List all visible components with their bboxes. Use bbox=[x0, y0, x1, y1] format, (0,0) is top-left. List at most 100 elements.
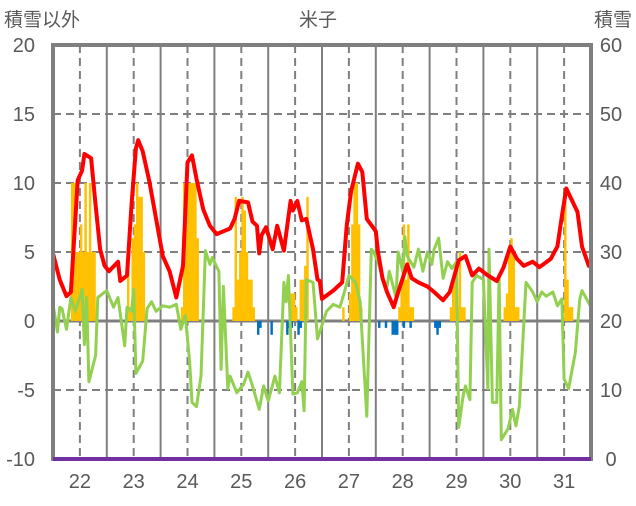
orange-bar bbox=[452, 279, 455, 321]
orange-bar bbox=[79, 224, 83, 321]
x-tick-label: 29 bbox=[445, 471, 467, 493]
orange-bar bbox=[180, 307, 184, 321]
blue-bar bbox=[434, 321, 437, 328]
orange-bar bbox=[409, 307, 412, 321]
blue-bar bbox=[436, 321, 439, 335]
orange-bar bbox=[236, 279, 240, 321]
orange-bar bbox=[355, 183, 359, 321]
orange-bar bbox=[411, 307, 415, 321]
orange-bar bbox=[84, 183, 87, 321]
x-tick-label: 30 bbox=[499, 471, 521, 493]
right-tick-label: 0 bbox=[605, 449, 616, 471]
orange-bar bbox=[196, 238, 199, 321]
orange-bar bbox=[250, 279, 253, 321]
orange-bar bbox=[398, 307, 401, 321]
orange-bar bbox=[239, 252, 242, 321]
right-axis-label: 積雪 bbox=[594, 9, 632, 31]
blue-bar bbox=[297, 321, 300, 335]
orange-bar bbox=[353, 183, 356, 321]
orange-bar bbox=[508, 252, 511, 321]
x-tick-label: 23 bbox=[123, 471, 145, 493]
orange-bar bbox=[503, 307, 507, 321]
x-tick-label: 28 bbox=[392, 471, 414, 493]
orange-bar bbox=[348, 293, 352, 321]
orange-bar bbox=[463, 307, 466, 321]
right-tick-label: 20 bbox=[600, 311, 622, 333]
blue-bar bbox=[438, 321, 442, 328]
x-tick-label: 22 bbox=[69, 471, 91, 493]
orange-bar bbox=[189, 183, 193, 321]
orange-bar bbox=[131, 238, 134, 321]
orange-bar bbox=[404, 279, 408, 321]
right-tick-label: 10 bbox=[600, 380, 622, 402]
orange-bar bbox=[564, 196, 567, 321]
orange-bar bbox=[234, 196, 238, 321]
orange-bar bbox=[191, 183, 195, 321]
orange-bar bbox=[241, 196, 244, 321]
blue-bar bbox=[256, 321, 260, 335]
orange-bar bbox=[342, 307, 345, 321]
plot-frame bbox=[51, 43, 593, 461]
orange-bar bbox=[75, 252, 78, 321]
left-tick-label: 15 bbox=[13, 104, 35, 126]
orange-bar bbox=[460, 307, 464, 321]
orange-bar bbox=[86, 252, 90, 321]
orange-bar bbox=[517, 307, 520, 321]
left-tick-label: 0 bbox=[24, 311, 35, 333]
orange-bar bbox=[400, 279, 403, 321]
orange-bar bbox=[351, 224, 354, 321]
right-tick-label: 40 bbox=[600, 173, 622, 195]
orange-bar bbox=[140, 196, 143, 321]
blue-bar bbox=[378, 321, 381, 328]
orange-bar bbox=[505, 293, 509, 321]
red-series-line bbox=[51, 138, 593, 310]
blue-bar bbox=[290, 321, 294, 328]
orange-bar bbox=[566, 279, 569, 321]
orange-bar bbox=[292, 293, 296, 321]
blue-bar bbox=[395, 321, 399, 335]
blue-bar bbox=[384, 321, 388, 328]
blue-bar bbox=[409, 321, 412, 328]
blue-bar bbox=[393, 321, 397, 335]
right-tick-label: 50 bbox=[600, 104, 622, 126]
x-tick-label: 27 bbox=[338, 471, 360, 493]
left-axis-label: 積雪以外 bbox=[4, 9, 80, 31]
orange-bar bbox=[570, 307, 574, 321]
orange-bar bbox=[82, 252, 85, 321]
orange-bar bbox=[129, 307, 132, 321]
orange-bar bbox=[126, 265, 130, 321]
left-tick-label: -5 bbox=[17, 380, 35, 402]
orange-bar bbox=[510, 238, 513, 321]
orange-bar bbox=[301, 279, 305, 321]
x-tick-label: 31 bbox=[553, 471, 575, 493]
orange-bar bbox=[458, 252, 462, 321]
left-tick-label: 20 bbox=[13, 35, 35, 57]
right-tick-label: 30 bbox=[600, 242, 622, 264]
orange-bar bbox=[252, 307, 255, 321]
orange-bar bbox=[142, 252, 146, 321]
chart-title: 米子 bbox=[299, 9, 337, 31]
x-tick-label: 24 bbox=[176, 471, 198, 493]
orange-bar bbox=[295, 307, 298, 321]
blue-bar bbox=[402, 321, 406, 328]
left-tick-label: 10 bbox=[13, 173, 35, 195]
green-series-line bbox=[51, 235, 593, 442]
orange-bar bbox=[187, 183, 190, 321]
right-tick-label: 60 bbox=[600, 35, 622, 57]
orange-bar bbox=[133, 224, 137, 321]
x-tick-label: 26 bbox=[284, 471, 306, 493]
blue-bar bbox=[259, 321, 262, 328]
orange-bar bbox=[88, 183, 92, 321]
orange-bar bbox=[243, 210, 246, 321]
orange-bar bbox=[93, 252, 96, 321]
orange-bar bbox=[357, 224, 361, 321]
orange-bar bbox=[512, 252, 515, 321]
orange-bar bbox=[245, 252, 249, 321]
orange-bar bbox=[138, 196, 141, 321]
orange-bar bbox=[514, 307, 518, 321]
orange-bar bbox=[185, 183, 188, 321]
orange-bar bbox=[568, 307, 572, 321]
orange-bar bbox=[77, 252, 81, 321]
